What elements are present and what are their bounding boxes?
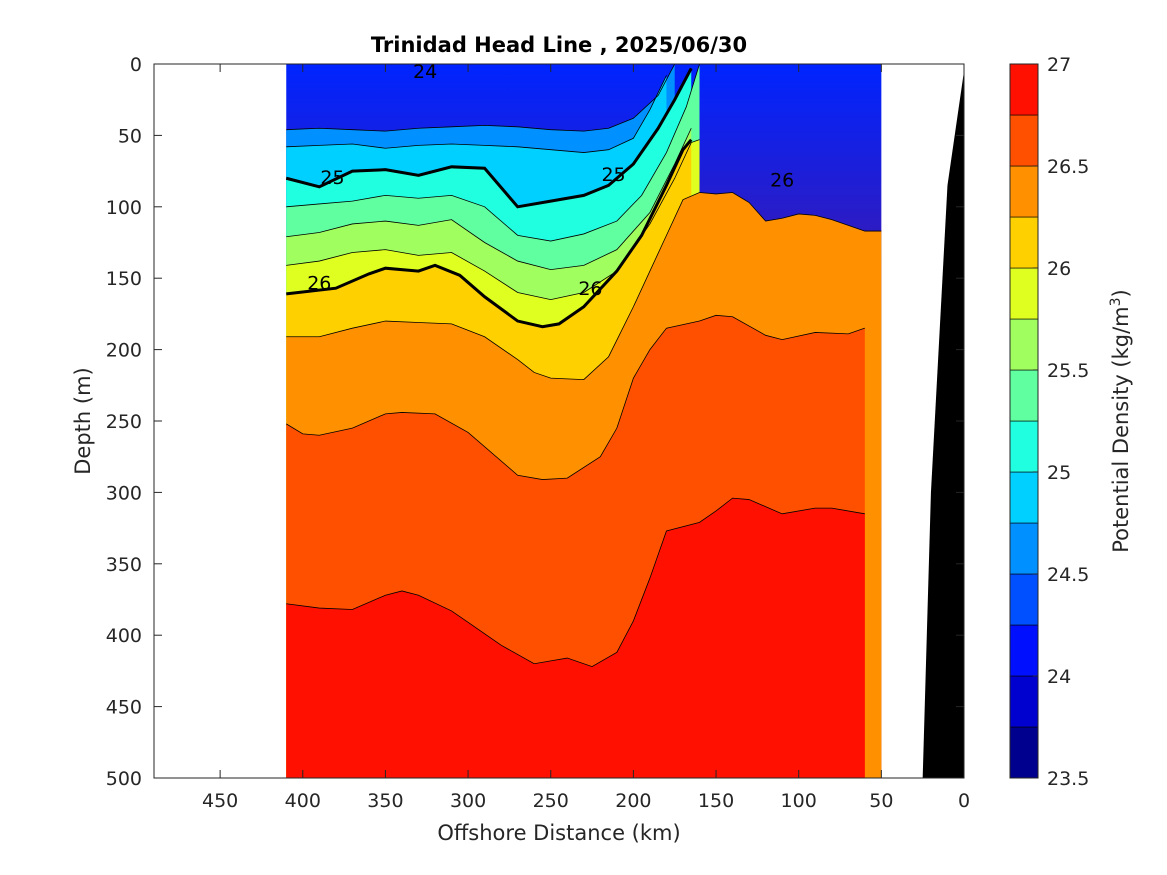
colorbar-swatch-3 <box>1009 573 1039 626</box>
contour-label-1: 25 <box>320 167 344 189</box>
colorbar-label-close: ) <box>1109 289 1133 297</box>
colorbar-tick-label-2: 24.5 <box>1047 564 1089 586</box>
x-tick-label-250: 250 <box>533 790 569 812</box>
colorbar-tick-label-6: 26.5 <box>1047 156 1089 178</box>
colorbar-label-text: Potential Density (kg/m <box>1109 306 1133 552</box>
x-tick-label-450: 450 <box>202 790 238 812</box>
x-tick-label-350: 350 <box>367 790 403 812</box>
isopycnal-26.5 <box>286 314 865 480</box>
colorbar-swatch-13 <box>1009 63 1039 116</box>
isopycnal-24.75 <box>286 75 667 153</box>
x-tick-label-150: 150 <box>698 790 734 812</box>
isopycnal-24.5 <box>286 64 676 132</box>
colorbar-swatch-5 <box>1009 471 1039 524</box>
y-tick-label-0: 0 <box>130 54 142 76</box>
contour-label-0: 24 <box>413 61 437 83</box>
x-tick-label-50: 50 <box>869 790 893 812</box>
y-tick-label-200: 200 <box>106 340 142 362</box>
y-tick-label-400: 400 <box>106 625 142 647</box>
colorbar-tick-label-0: 23.5 <box>1047 768 1089 790</box>
isopycnal-25.75 <box>286 139 700 301</box>
colorbar-label-superscript: 3 <box>1108 297 1124 306</box>
isopycnal-25.5 <box>286 128 692 271</box>
x-tick-label-400: 400 <box>285 790 321 812</box>
colorbar-swatch-10 <box>1009 216 1039 269</box>
contour-label-2: 25 <box>601 164 625 186</box>
chart-title: Trinidad Head Line , 2025/06/30 <box>371 33 747 57</box>
colorbar-tick-label-1: 24 <box>1047 666 1071 688</box>
colorbar-label: Potential Density (kg/m3) <box>1108 289 1133 553</box>
colorbar-swatch-1 <box>1009 675 1039 728</box>
isopycnal-26.25 <box>286 192 882 380</box>
colorbar-tick-label-5: 26 <box>1047 258 1071 280</box>
colorbar-swatch-11 <box>1009 165 1039 218</box>
contour-label-3: 26 <box>307 272 331 294</box>
colorbar-tick-label-3: 25 <box>1047 462 1071 484</box>
colorbar-frame <box>1009 63 1039 779</box>
y-tick-label-350: 350 <box>106 554 142 576</box>
x-axis-label: Offshore Distance (km) <box>437 821 680 845</box>
colorbar-swatch-9 <box>1009 267 1039 320</box>
y-tick-label-250: 250 <box>106 411 142 433</box>
y-tick-label-500: 500 <box>106 768 142 790</box>
y-tick-label-300: 300 <box>106 482 142 504</box>
colorbar-tick-label-7: 27 <box>1047 54 1071 76</box>
colorbar-swatch-6 <box>1009 420 1039 473</box>
colorbar-swatch-4 <box>1009 522 1039 575</box>
y-tick-label-100: 100 <box>106 197 142 219</box>
colorbar-swatch-7 <box>1009 369 1039 422</box>
isopycnal-25 <box>285 67 693 209</box>
y-tick-label-450: 450 <box>106 697 142 719</box>
y-tick-label-150: 150 <box>106 268 142 290</box>
isopycnal-26.75 <box>286 497 865 668</box>
isopycnal-26 <box>286 138 693 329</box>
isopycnal-25.25 <box>286 64 700 242</box>
x-tick-label-200: 200 <box>615 790 651 812</box>
x-tick-label-300: 300 <box>450 790 486 812</box>
y-tick-label-50: 50 <box>118 125 142 147</box>
colorbar-swatch-12 <box>1009 114 1039 167</box>
colorbar-tick-label-4: 25.5 <box>1047 360 1089 382</box>
x-tick-label-100: 100 <box>781 790 817 812</box>
density-band-26.75 <box>286 498 865 778</box>
bathymetry-seafloor <box>922 71 964 778</box>
colorbar-swatch-8 <box>1009 318 1039 371</box>
x-tick-label-0: 0 <box>958 790 970 812</box>
colorbar-swatch-0 <box>1009 726 1039 779</box>
contour-label-5: 26 <box>770 170 794 192</box>
y-axis-label: Depth (m) <box>71 367 95 474</box>
contour-label-4: 26 <box>578 278 602 300</box>
colorbar-swatch-2 <box>1009 624 1039 677</box>
